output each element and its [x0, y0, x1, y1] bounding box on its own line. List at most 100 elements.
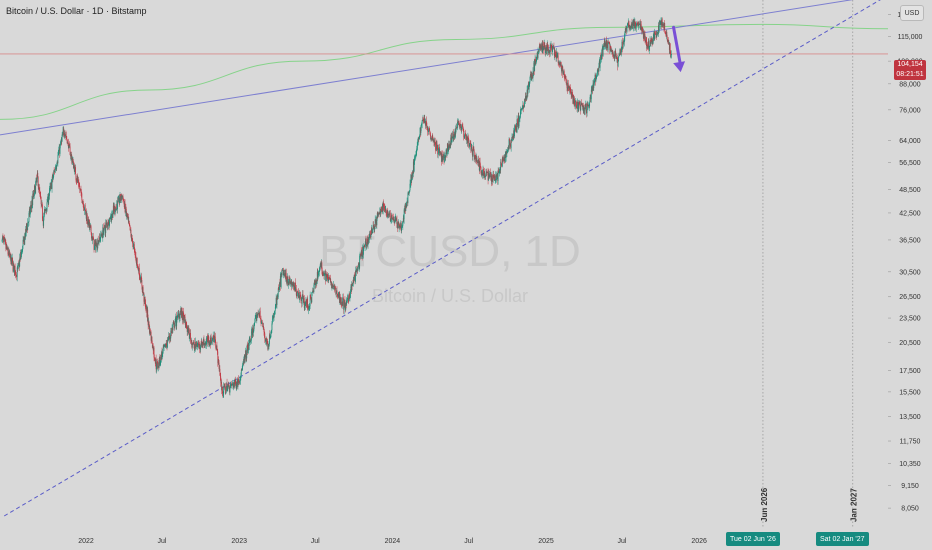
- candle-body: [417, 141, 419, 143]
- candle-body: [402, 225, 403, 227]
- candle-body: [478, 162, 480, 171]
- currency-button[interactable]: USD: [900, 5, 924, 21]
- candle-body: [662, 23, 664, 26]
- candle-body: [172, 322, 174, 325]
- candle-body: [447, 143, 449, 150]
- candle-body: [266, 338, 267, 345]
- candle-body: [126, 213, 128, 215]
- candle-body: [308, 306, 310, 309]
- candle-body: [193, 342, 195, 349]
- candle-body: [339, 296, 341, 303]
- candle-body: [223, 386, 225, 388]
- candle-body: [641, 26, 643, 32]
- candle-body: [161, 351, 163, 357]
- candle-body: [420, 125, 422, 128]
- candle-body: [282, 270, 283, 271]
- candle-body: [80, 188, 81, 190]
- candle-body: [35, 181, 37, 194]
- candle-body: [173, 322, 175, 323]
- candle-body: [414, 156, 416, 157]
- candle-body: [75, 174, 77, 181]
- candle-body: [251, 330, 253, 333]
- candle-body: [637, 23, 639, 26]
- candle-body: [27, 222, 29, 224]
- candle-body: [579, 107, 581, 111]
- candle-body: [445, 155, 447, 158]
- candle-body: [423, 120, 425, 123]
- candle-body: [460, 124, 462, 128]
- candle-body: [320, 262, 322, 268]
- candle-body: [7, 247, 8, 250]
- candle-body: [44, 209, 45, 215]
- candle-body: [306, 298, 308, 305]
- candle-body: [406, 201, 408, 208]
- candle-body: [528, 83, 530, 90]
- candle-body: [465, 135, 467, 140]
- candle-body: [160, 354, 162, 360]
- candle-body: [428, 129, 430, 131]
- candle-body: [496, 174, 498, 176]
- candle-body: [388, 213, 390, 216]
- candle-body: [141, 285, 143, 292]
- candle-body: [255, 315, 256, 319]
- candle-body: [350, 291, 351, 298]
- candle-body: [430, 138, 432, 140]
- candle-body: [577, 102, 579, 103]
- candle-body: [248, 342, 249, 351]
- candle-body: [98, 243, 100, 244]
- x-tick-label: 2025: [538, 538, 554, 545]
- candle-body: [242, 364, 243, 370]
- candle-body: [557, 55, 559, 63]
- candle-body: [164, 344, 165, 347]
- candle-body: [525, 96, 526, 101]
- candle-body: [387, 210, 389, 215]
- candle-body: [512, 136, 514, 138]
- candle-body: [451, 136, 452, 143]
- candle-body: [286, 279, 288, 284]
- candle-body: [645, 39, 647, 42]
- candle-body: [228, 385, 230, 390]
- candle-body: [127, 214, 128, 218]
- candle-body: [105, 223, 107, 234]
- candle-body: [86, 214, 88, 221]
- candle-body: [239, 380, 241, 382]
- candle-body: [130, 229, 132, 237]
- candle-body: [310, 298, 312, 303]
- candle-body: [431, 138, 432, 140]
- candle-body: [246, 348, 248, 359]
- candle-body: [236, 380, 238, 384]
- candle-body: [670, 51, 672, 58]
- candle-body: [566, 82, 568, 88]
- candle-body: [298, 295, 300, 299]
- candle-body: [266, 339, 268, 343]
- candle-body: [433, 141, 435, 143]
- candle-body: [136, 257, 138, 267]
- candle-body: [292, 282, 294, 287]
- candle-body: [30, 204, 32, 208]
- candle-body: [525, 96, 527, 99]
- candle-body: [618, 56, 619, 62]
- candle-body: [461, 124, 463, 127]
- candle-body: [462, 124, 463, 128]
- candle-body: [530, 73, 531, 77]
- candle-body: [112, 205, 114, 213]
- candle-body: [598, 61, 600, 67]
- candle-body: [293, 285, 295, 287]
- candle-body: [203, 343, 205, 345]
- candle-body: [254, 322, 256, 324]
- candle-body: [150, 332, 152, 341]
- candle-body: [385, 208, 387, 213]
- candle-body: [590, 89, 592, 100]
- candle-body: [142, 287, 144, 294]
- candle-body: [117, 200, 119, 202]
- candle-body: [420, 127, 421, 133]
- candle-body: [535, 59, 537, 63]
- candle-body: [421, 120, 423, 125]
- candle-body: [97, 239, 99, 249]
- candle-body: [619, 54, 620, 56]
- candle-body: [190, 332, 191, 340]
- candle-body: [505, 151, 507, 158]
- candle-body: [206, 338, 207, 345]
- candle-body: [347, 298, 348, 299]
